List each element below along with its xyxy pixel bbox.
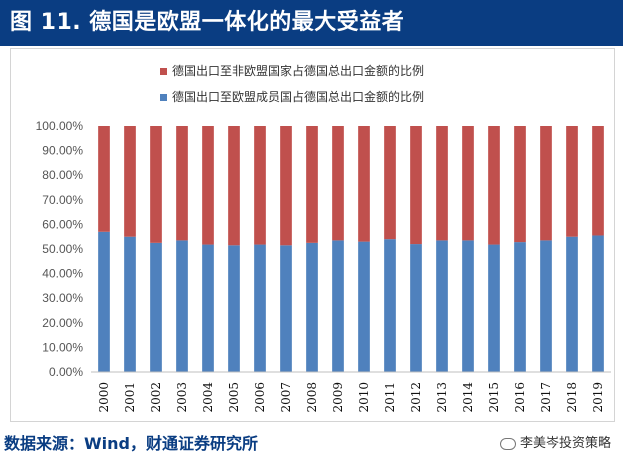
bar-eu bbox=[228, 245, 240, 372]
wechat-icon bbox=[499, 437, 516, 450]
bar-eu bbox=[280, 245, 292, 372]
legend-swatch bbox=[160, 94, 167, 101]
bar-non-eu bbox=[436, 126, 448, 241]
bar-non-eu bbox=[254, 126, 266, 245]
bar-non-eu bbox=[98, 126, 110, 232]
x-tick-label: 2000 bbox=[97, 382, 111, 413]
y-tick-label: 40.00% bbox=[42, 267, 83, 281]
x-tick-label: 2019 bbox=[591, 382, 605, 413]
bar-eu bbox=[488, 244, 500, 372]
x-tick-label: 2012 bbox=[409, 382, 423, 413]
bar-eu bbox=[514, 242, 526, 372]
bar-eu bbox=[124, 236, 136, 372]
bar-eu bbox=[436, 240, 448, 372]
bar-non-eu bbox=[306, 126, 318, 243]
bar-eu bbox=[384, 239, 396, 372]
figure-title-text: 图 11. 德国是欧盟一体化的最大受益者 bbox=[10, 10, 405, 35]
figure-title: 图 11. 德国是欧盟一体化的最大受益者 bbox=[0, 0, 623, 46]
x-tick-label: 2013 bbox=[435, 382, 449, 413]
bar-non-eu bbox=[462, 126, 474, 241]
bar-eu bbox=[592, 235, 604, 372]
bar-non-eu bbox=[202, 126, 214, 245]
bar-non-eu bbox=[488, 126, 500, 245]
y-tick-label: 100.00% bbox=[36, 119, 84, 133]
x-tick-label: 2017 bbox=[539, 382, 553, 413]
y-tick-label: 30.00% bbox=[42, 291, 83, 305]
bar-non-eu bbox=[384, 126, 396, 240]
bar-non-eu bbox=[176, 126, 188, 241]
legend-label: 德国出口至非欧盟国家占德国总出口金额的比例 bbox=[172, 63, 424, 78]
x-tick-label: 2015 bbox=[487, 382, 501, 413]
bar-eu bbox=[98, 231, 110, 372]
bar-non-eu bbox=[566, 126, 578, 237]
bar-eu bbox=[566, 236, 578, 372]
bar-eu bbox=[410, 244, 422, 372]
bar-non-eu bbox=[280, 126, 292, 246]
legend-swatch bbox=[160, 68, 167, 75]
x-tick-label: 2003 bbox=[175, 382, 189, 413]
bar-non-eu bbox=[124, 126, 136, 237]
y-tick-label: 50.00% bbox=[42, 242, 83, 256]
bar-non-eu bbox=[592, 126, 604, 236]
watermark: 李美岑投资策略 bbox=[499, 430, 611, 458]
y-tick-label: 20.00% bbox=[42, 316, 83, 330]
chart-container: 德国出口至非欧盟国家占德国总出口金额的比例 德国出口至欧盟成员国占德国总出口金额的… bbox=[10, 48, 615, 422]
y-tick-label: 70.00% bbox=[42, 193, 83, 207]
x-tick-label: 2018 bbox=[565, 382, 579, 413]
bar-eu bbox=[332, 240, 344, 372]
bar-eu bbox=[306, 242, 318, 372]
y-tick-label: 0.00% bbox=[49, 365, 83, 379]
stacked-bar-chart: 德国出口至非欧盟国家占德国总出口金额的比例德国出口至欧盟成员国占德国总出口金额的… bbox=[36, 63, 611, 413]
bar-non-eu bbox=[332, 126, 344, 241]
y-tick-label: 10.00% bbox=[42, 340, 83, 354]
bar-non-eu bbox=[150, 126, 162, 243]
y-tick-label: 60.00% bbox=[42, 217, 83, 231]
x-tick-label: 2009 bbox=[331, 382, 345, 413]
x-tick-label: 2010 bbox=[357, 382, 371, 413]
x-tick-label: 2008 bbox=[305, 382, 319, 413]
bar-non-eu bbox=[358, 126, 370, 242]
x-tick-label: 2002 bbox=[149, 382, 163, 413]
bar-eu bbox=[176, 240, 188, 372]
x-tick-label: 2001 bbox=[123, 382, 137, 413]
x-tick-label: 2004 bbox=[201, 382, 215, 413]
bar-eu bbox=[150, 242, 162, 372]
bar-non-eu bbox=[228, 126, 240, 246]
y-tick-label: 90.00% bbox=[42, 144, 83, 158]
bar-eu bbox=[462, 240, 474, 372]
x-tick-label: 2016 bbox=[513, 382, 527, 413]
x-tick-label: 2006 bbox=[253, 382, 267, 413]
bar-eu bbox=[254, 244, 266, 372]
x-tick-label: 2005 bbox=[227, 382, 241, 413]
bar-non-eu bbox=[410, 126, 422, 245]
legend-label: 德国出口至欧盟成员国占德国总出口金额的比例 bbox=[172, 89, 424, 104]
x-tick-label: 2007 bbox=[279, 382, 293, 413]
source-note: 数据来源：Wind，财通证券研究所 bbox=[4, 434, 258, 453]
bar-eu bbox=[358, 241, 370, 372]
x-tick-label: 2011 bbox=[383, 382, 397, 413]
x-tick-label: 2014 bbox=[461, 382, 475, 413]
bar-eu bbox=[202, 244, 214, 372]
y-tick-label: 80.00% bbox=[42, 168, 83, 182]
watermark-text: 李美岑投资策略 bbox=[519, 436, 611, 451]
bar-non-eu bbox=[540, 126, 552, 241]
bar-eu bbox=[540, 240, 552, 372]
bar-non-eu bbox=[514, 126, 526, 243]
